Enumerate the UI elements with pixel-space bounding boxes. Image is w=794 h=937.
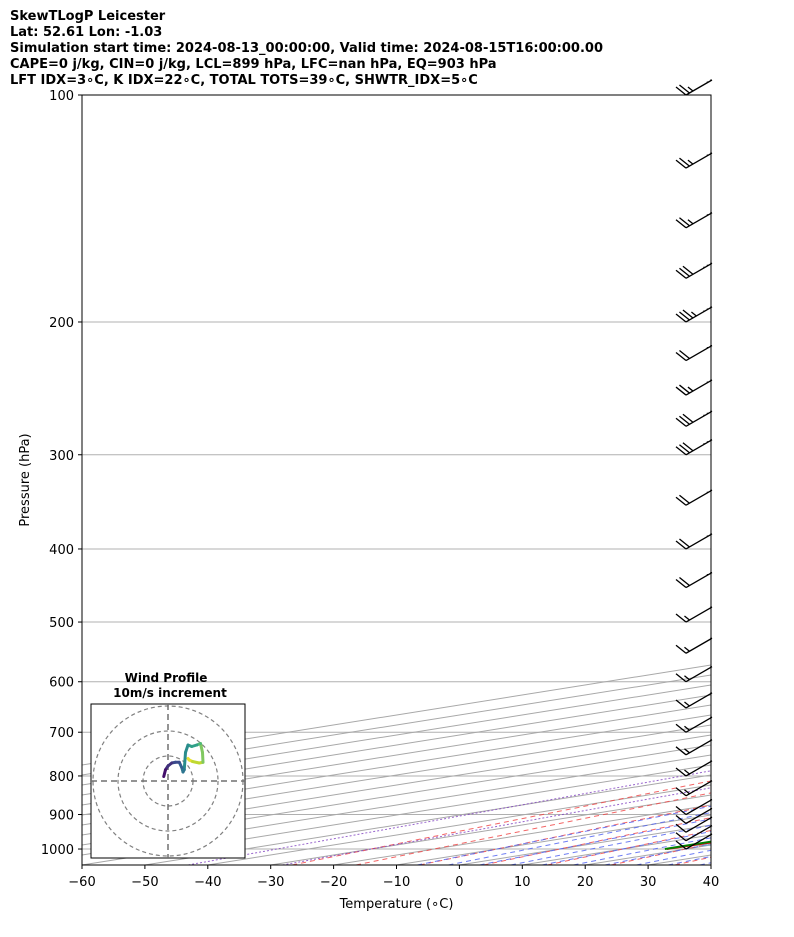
- x-tick-label: 20: [577, 875, 594, 890]
- dry-adiabat: [419, 804, 711, 865]
- hodograph-subtitle: 10m/s increment: [113, 686, 227, 700]
- mixing-ratio-line: [282, 787, 711, 865]
- moist-adiabat: [636, 849, 711, 865]
- hodograph-segment: [201, 751, 205, 764]
- location-line: Lat: 52.61 Lon: -1.03: [10, 25, 163, 40]
- isotherm-gridline: [710, 864, 711, 865]
- y-tick-label: 300: [49, 449, 74, 464]
- moist-adiabat: [668, 855, 711, 865]
- isotherm-gridline: [82, 704, 711, 806]
- y-tick-label: 500: [49, 616, 74, 631]
- isotherm-gridline: [459, 824, 711, 865]
- isotherm-gridline: [82, 734, 711, 836]
- y-tick-label: 200: [49, 316, 74, 331]
- hodograph-segment: [162, 768, 167, 778]
- dry-adiabat: [547, 829, 711, 865]
- isotherm-gridline: [82, 684, 711, 786]
- time-line: Simulation start time: 2024-08-13_00:00:…: [10, 41, 603, 56]
- y-tick-label: 100: [49, 89, 74, 104]
- x-tick-label: −60: [68, 875, 95, 890]
- wind-barb: [675, 533, 713, 550]
- cape-cin-shading: [688, 842, 711, 846]
- isotherm-gridline: [82, 674, 711, 776]
- y-tick-label: 1000: [41, 843, 74, 858]
- mixing-ratio-line: [188, 770, 711, 865]
- dewpoint-profile: [664, 840, 711, 850]
- x-axis-label: Temperature (∘C): [339, 897, 454, 912]
- moist-adiabat: [699, 862, 711, 865]
- isotherm-gridline: [648, 854, 711, 865]
- wind-barb: [675, 306, 713, 323]
- x-tick-label: 30: [640, 875, 657, 890]
- hodograph-segment: [182, 751, 187, 772]
- moist-adiabat: [510, 824, 711, 865]
- isotherm-gridline: [207, 784, 711, 865]
- wind-barb: [675, 571, 713, 589]
- isotherm-gridline: [396, 814, 711, 865]
- x-tick-label: −40: [194, 875, 221, 890]
- y-tick-label: 800: [49, 770, 74, 785]
- moist-adiabat: [479, 818, 711, 865]
- isotherm-gridline: [82, 694, 711, 796]
- isotherm-gridline: [585, 844, 711, 865]
- x-tick-label: 40: [703, 875, 720, 890]
- isotherm-gridline: [333, 804, 711, 865]
- dry-adiabat: [292, 780, 711, 865]
- y-tick-label: 900: [49, 809, 74, 824]
- index-line: LFT IDX=3∘C, K IDX=22∘C, TOTAL TOTS=39∘C…: [10, 73, 478, 88]
- hodograph-title: Wind Profile: [125, 671, 208, 685]
- moist-adiabat: [542, 831, 711, 865]
- chart-title: SkewTLogP Leicester: [10, 9, 166, 24]
- moist-adiabat: [604, 843, 711, 865]
- wind-barb: [675, 79, 713, 96]
- isotherm-gridline: [270, 794, 711, 865]
- wind-barb: [675, 262, 713, 279]
- wind-barb: [675, 344, 713, 362]
- dry-adiabat: [610, 843, 711, 865]
- wind-barb: [675, 606, 713, 623]
- dry-adiabat: [483, 817, 711, 865]
- isotherm-gridline: [82, 724, 711, 826]
- x-tick-label: −30: [257, 875, 284, 890]
- wind-barb: [675, 152, 713, 169]
- dry-adiabat: [674, 856, 711, 865]
- wind-barb: [675, 410, 713, 427]
- wind-barb: [675, 439, 713, 456]
- y-tick-label: 400: [49, 543, 74, 558]
- x-tick-label: 10: [514, 875, 531, 890]
- x-tick-label: 0: [455, 875, 463, 890]
- dry-adiabat: [739, 95, 794, 865]
- wind-barb: [675, 489, 713, 506]
- hodograph-segment: [199, 742, 204, 754]
- stability-line: CAPE=0 j/kg, CIN=0 j/kg, LCL=899 hPa, LF…: [10, 57, 497, 72]
- y-axis-label: Pressure (hPa): [18, 433, 33, 526]
- isotherm-gridline: [82, 714, 711, 816]
- temperature-profile: [666, 841, 711, 850]
- wind-barb: [675, 212, 713, 229]
- x-tick-label: −50: [131, 875, 158, 890]
- isotherm-gridline: [522, 834, 711, 865]
- parcel-profile: [725, 95, 794, 846]
- wind-barb: [675, 379, 713, 396]
- hodograph-ring: [117, 730, 219, 832]
- isotherm-gridline: [82, 664, 711, 766]
- moist-adiabat: [417, 805, 711, 865]
- y-tick-label: 600: [49, 676, 74, 691]
- x-tick-label: −10: [383, 875, 410, 890]
- x-tick-label: −20: [320, 875, 347, 890]
- wind-barb: [675, 637, 713, 654]
- y-tick-label: 700: [49, 726, 74, 741]
- dry-adiabat: [355, 792, 711, 865]
